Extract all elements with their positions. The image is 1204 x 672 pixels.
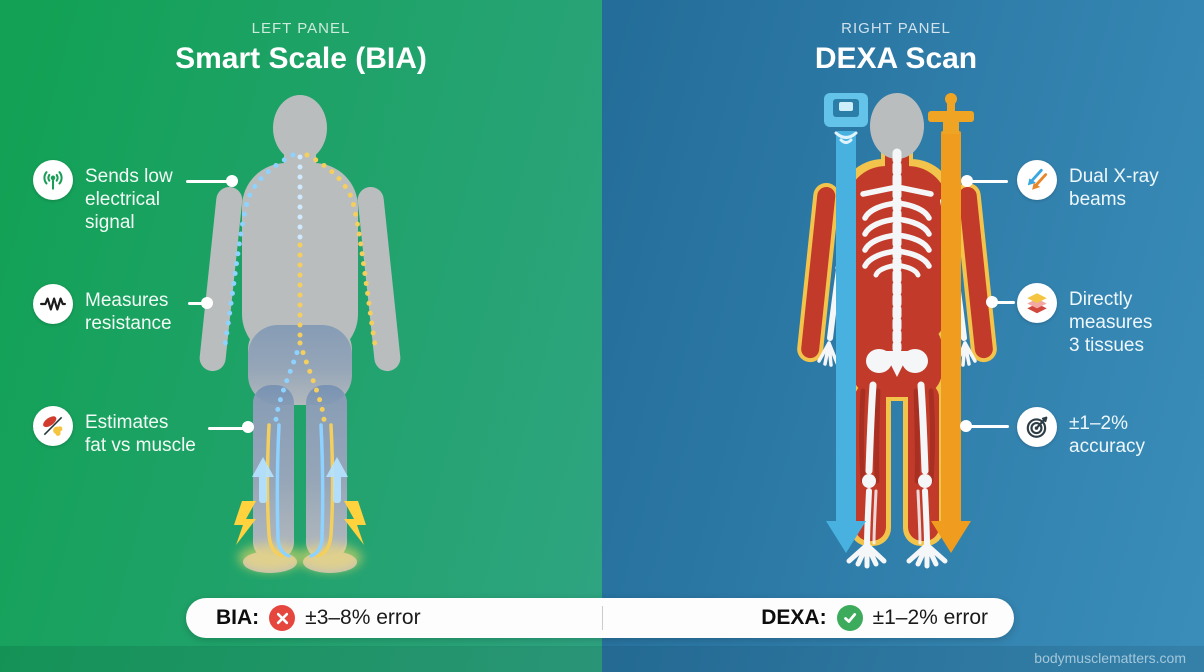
verdict-dexa: DEXA: ±1–2% error — [603, 605, 1015, 631]
callout-connector-dot — [242, 421, 254, 433]
callout-estimates-fat-muscle: Estimates fat vs muscle — [33, 406, 196, 457]
callout-dual-xray: Dual X-ray beams — [1017, 160, 1159, 211]
left-panel-title: Smart Scale (BIA) — [175, 42, 427, 75]
right-panel-title: DEXA Scan — [814, 42, 978, 75]
verdict-bia: BIA: ±3–8% error — [186, 605, 602, 631]
callout-connector — [993, 301, 1015, 304]
callout-connector-dot — [226, 175, 238, 187]
callout-connector — [968, 180, 1008, 183]
foot-glow — [298, 544, 362, 572]
emitter-icon — [928, 93, 974, 134]
antenna-signal-icon — [33, 160, 73, 200]
xray-beam-blue — [824, 93, 868, 553]
callout-label: Measures resistance — [85, 290, 172, 335]
callout-connector-dot — [961, 175, 973, 187]
callout-label: Sends low electrical signal — [85, 166, 173, 234]
right-panel-header: RIGHT PANEL DEXA Scan — [705, 20, 1087, 76]
verdict-divider — [601, 606, 603, 630]
callout-measures-resistance: Measures resistance — [33, 284, 172, 335]
bottom-shade-strip — [0, 646, 1204, 672]
callout-accuracy: ±1–2% accuracy — [1017, 407, 1145, 458]
error-cross-icon — [269, 605, 296, 631]
muscle-striations — [859, 388, 935, 484]
right-panel-kicker: RIGHT PANEL — [841, 20, 951, 37]
fat-vs-muscle-icon — [33, 406, 73, 446]
callout-label: Estimates fat vs muscle — [85, 412, 196, 457]
tissue-layers-icon — [1017, 283, 1057, 323]
up-arrow-icon — [252, 457, 348, 503]
callout-connector-dot — [986, 296, 998, 308]
dual-xray-beams-icon — [1017, 160, 1057, 200]
callout-connector-dot — [960, 420, 972, 432]
bia-body-figure — [199, 95, 401, 573]
verdict-bar: BIA: ±3–8% error DEXA: ±1–2% error — [186, 598, 1014, 638]
callout-connector — [186, 180, 232, 183]
callout-connector-dot — [201, 297, 213, 309]
callout-label: Directly measures 3 tissues — [1069, 289, 1153, 357]
dexa-label: DEXA: — [761, 606, 827, 629]
bia-error-value: ±3–8% error — [305, 606, 421, 629]
skeleton-joints — [835, 263, 959, 488]
callout-connector — [967, 425, 1009, 428]
left-panel-header: LEFT PANEL Smart Scale (BIA) — [110, 20, 492, 76]
left-panel-kicker: LEFT PANEL — [251, 20, 351, 37]
dexa-body-figure — [797, 93, 997, 569]
dexa-error-value: ±1–2% error — [872, 606, 988, 629]
xray-beam-orange — [928, 93, 974, 553]
resistor-icon — [33, 284, 73, 324]
dotted-current-paths — [222, 152, 378, 430]
success-check-icon — [836, 605, 863, 631]
callout-connector — [188, 302, 208, 305]
callout-connector — [208, 427, 248, 430]
callout-label: Dual X-ray beams — [1069, 166, 1159, 211]
bia-label: BIA: — [216, 606, 260, 629]
callout-measures-tissues: Directly measures 3 tissues — [1017, 283, 1152, 358]
target-accuracy-icon — [1017, 407, 1057, 447]
callout-label: ±1–2% accuracy — [1069, 413, 1146, 458]
gray-head — [870, 93, 924, 159]
leg-current-lines — [265, 423, 335, 558]
watermark: bodymusclematters.com — [1034, 650, 1186, 666]
callout-sends-signal: Sends low electrical signal — [33, 160, 173, 235]
lightning-bolt-icon — [234, 501, 366, 545]
leg-shading — [248, 325, 352, 555]
foot-glow — [238, 544, 302, 572]
